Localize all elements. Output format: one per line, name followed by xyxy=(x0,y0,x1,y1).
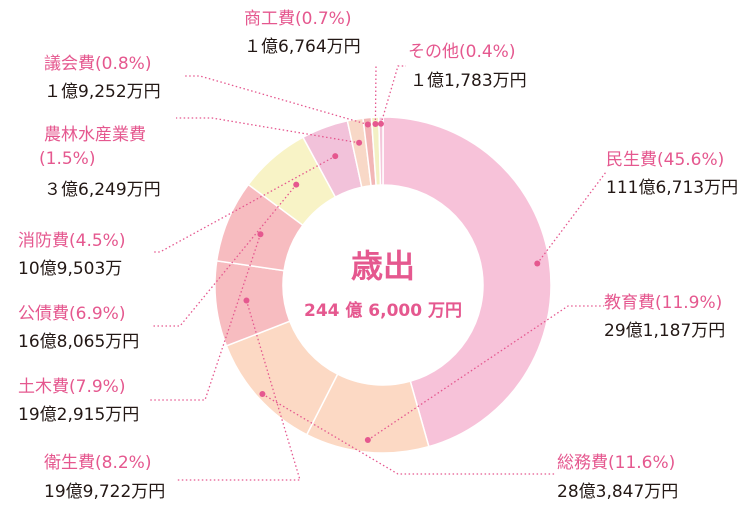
category-percent: (8.2%) xyxy=(95,453,151,473)
leader-line xyxy=(367,305,604,441)
category-name: 教育費 xyxy=(604,293,655,313)
category-name: その他 xyxy=(408,42,459,62)
category-percent: (45.6%) xyxy=(657,150,724,170)
leader-line xyxy=(536,171,607,264)
leader-line xyxy=(152,184,297,327)
center-title: 歳出 xyxy=(351,247,415,285)
leader-lines xyxy=(148,65,607,481)
category-name: 公債費 xyxy=(18,304,69,324)
leader-line xyxy=(262,393,555,475)
amount-label: 10億9,503万 xyxy=(18,259,122,279)
category-name: 消防費 xyxy=(18,231,69,251)
amount-label: 19億9,722万円 xyxy=(44,482,165,502)
label-shobo: 消防費(4.5%) 10億9,503万 xyxy=(18,231,125,279)
label-sonota: その他(0.4%) １億1,783万円 xyxy=(408,42,527,91)
amount-label: １億1,783万円 xyxy=(410,71,527,91)
category-label: 農林水産業費 xyxy=(44,125,146,145)
label-somu: 総務費(11.6%) 28億3,847万円 xyxy=(557,453,678,502)
category-name: 議会費 xyxy=(44,54,95,74)
category-label: 教育費(11.9%) xyxy=(604,293,722,313)
category-percent: (4.5%) xyxy=(69,231,125,251)
category-percent: (11.6%) xyxy=(608,453,675,473)
category-label: 民生費(45.6%) xyxy=(606,150,724,170)
donut-slices xyxy=(214,116,552,454)
category-label: 公債費(6.9%) xyxy=(18,304,125,324)
category-percent: (1.5%) xyxy=(39,149,95,169)
leader-line xyxy=(380,65,406,124)
category-percent: (0.7%) xyxy=(295,9,351,29)
category-label: 消防費(4.5%) xyxy=(18,231,125,251)
leader-line xyxy=(374,65,377,124)
category-name: 土木費 xyxy=(18,377,69,397)
category-label: 土木費(7.9%) xyxy=(18,377,125,397)
label-eisei: 衛生費(8.2%) 19億9,722万円 xyxy=(44,453,165,502)
category-label: 商工費(0.7%) xyxy=(244,9,351,29)
label-kousai: 公債費(6.9%) 16億8,065万円 xyxy=(18,304,139,352)
category-percent: (11.9%) xyxy=(655,293,722,313)
category-name: 商工費 xyxy=(244,9,295,29)
category-percent: (7.9%) xyxy=(69,377,125,397)
label-minsei: 民生費(45.6%) 111億6,713万円 xyxy=(606,150,738,198)
slice-その他 xyxy=(378,116,384,186)
category-percent: (6.9%) xyxy=(69,304,125,324)
label-shoko: 商工費(0.7%) １億6,764万円 xyxy=(244,9,361,57)
amount-label: 111億6,713万円 xyxy=(606,178,738,198)
label-norin: 農林水産業費 (1.5%) ３億6,249万円 xyxy=(39,125,161,200)
label-kyoiku: 教育費(11.9%) 29億1,187万円 xyxy=(604,293,725,341)
amount-label: １億6,764万円 xyxy=(244,37,361,57)
label-gikai: 議会費(0.8%) １億9,252万円 xyxy=(44,54,161,102)
amount-label: 28億3,847万円 xyxy=(557,482,678,502)
amount-label: １億9,252万円 xyxy=(44,82,161,102)
amount-label: 29億1,187万円 xyxy=(604,321,725,341)
amount-label: ３億6,249万円 xyxy=(44,180,161,200)
amount-label: 16億8,065万円 xyxy=(18,332,139,352)
category-label: その他(0.4%) xyxy=(408,42,515,62)
category-name: 民生費 xyxy=(606,150,657,170)
label-doboku: 土木費(7.9%) 19億2,915万円 xyxy=(18,377,139,425)
category-label: 総務費(11.6%) xyxy=(557,453,675,473)
category-name: 衛生費 xyxy=(44,453,95,473)
leader-line xyxy=(176,117,360,144)
category-label: 衛生費(8.2%) xyxy=(44,453,151,473)
leader-line xyxy=(184,75,369,126)
slice-民生費 xyxy=(382,116,552,448)
category-name: 総務費 xyxy=(557,453,608,473)
category-percent: (0.8%) xyxy=(95,54,151,74)
amount-label: 19億2,915万円 xyxy=(18,405,139,425)
category-label: 議会費(0.8%) xyxy=(44,54,151,74)
category-percent: (0.4%) xyxy=(459,42,515,62)
center-total: 244 億 6,000 万円 xyxy=(304,300,462,321)
leader-line xyxy=(148,234,262,401)
